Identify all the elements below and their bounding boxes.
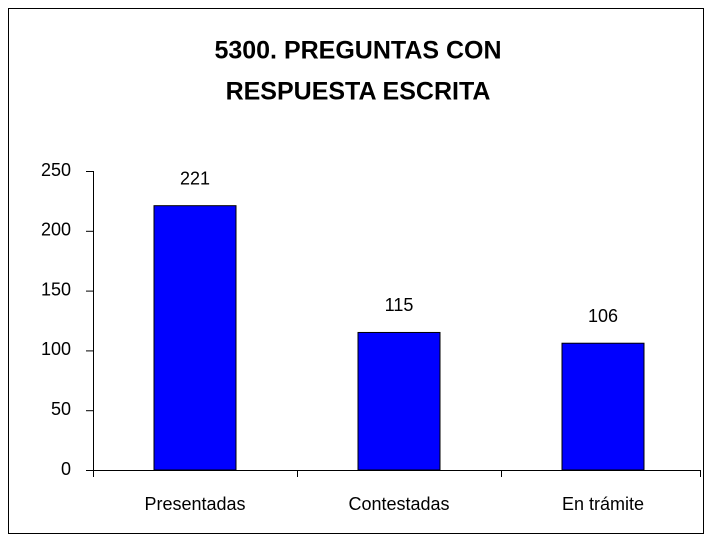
y-tick-label: 50	[51, 399, 71, 419]
y-tick-label: 100	[41, 339, 71, 359]
bar	[357, 331, 441, 471]
bar	[561, 342, 645, 471]
x-tick-label: Contestadas	[348, 494, 449, 514]
y-tick-label: 250	[41, 160, 71, 180]
y-tick-label: 200	[41, 220, 71, 240]
chart-title: RESPUESTA ESCRITA	[226, 78, 491, 106]
value-label: 115	[385, 295, 414, 315]
x-tick-label: Presentadas	[144, 494, 245, 514]
value-label: 106	[588, 306, 618, 326]
chart-title: 5300. PREGUNTAS CON	[214, 37, 501, 65]
y-tick-label: 150	[41, 279, 71, 299]
bar	[153, 205, 237, 471]
x-tick-label: En trámite	[562, 494, 644, 514]
y-tick-label: 0	[61, 459, 71, 479]
value-label: 221	[180, 168, 210, 188]
